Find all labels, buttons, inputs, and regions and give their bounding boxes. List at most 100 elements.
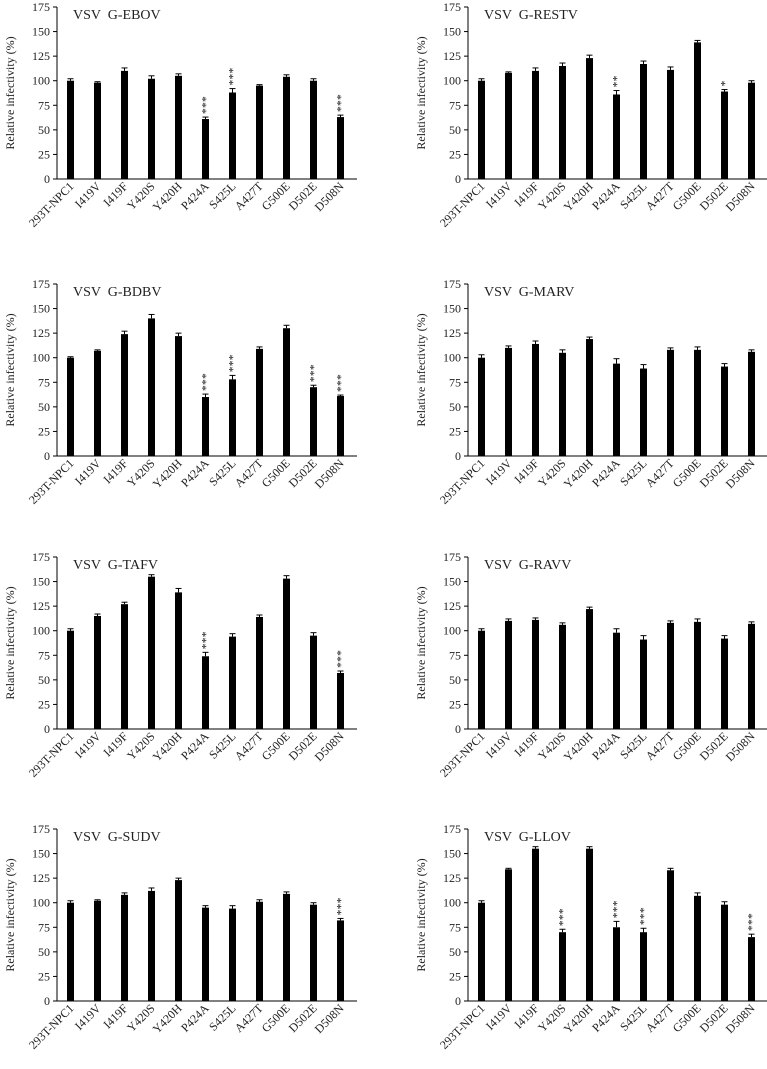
bar xyxy=(640,932,647,1001)
x-tick-label: Y420H xyxy=(561,179,596,214)
bar xyxy=(229,636,236,729)
x-tick-label: Y420H xyxy=(561,456,596,491)
bar xyxy=(694,349,701,456)
x-tick-label: 293T-NPC1 xyxy=(26,456,77,507)
y-axis-label: Relative infectivity (%) xyxy=(3,586,17,699)
x-tick-label: I419V xyxy=(483,729,515,761)
bar xyxy=(67,80,74,179)
x-tick-label: P424A xyxy=(589,179,623,213)
bar xyxy=(748,351,755,456)
x-tick-label: D508N xyxy=(312,729,347,764)
significance-label: *** xyxy=(199,96,213,114)
x-tick-label: G500E xyxy=(670,1001,704,1035)
bar xyxy=(67,630,74,729)
y-tick-label: 75 xyxy=(449,375,461,389)
y-tick-label: 175 xyxy=(443,822,461,836)
bar xyxy=(478,630,485,729)
y-axis-label: Relative infectivity (%) xyxy=(414,313,428,426)
x-tick-label: 293T-NPC1 xyxy=(26,179,77,230)
x-tick-label: 293T-NPC1 xyxy=(437,1001,488,1052)
bar xyxy=(559,65,566,179)
y-tick-label: 150 xyxy=(443,25,461,39)
x-tick-label: S425L xyxy=(617,456,650,489)
bar xyxy=(667,349,674,456)
bar xyxy=(667,622,674,729)
y-tick-label: 150 xyxy=(32,847,50,861)
x-tick-label: 293T-NPC1 xyxy=(437,456,488,507)
bar xyxy=(121,334,128,456)
y-tick-label: 175 xyxy=(32,822,50,836)
x-tick-label: G500E xyxy=(670,456,704,490)
x-tick-label: I419V xyxy=(483,179,515,211)
x-tick-label: P424A xyxy=(178,729,212,763)
bar xyxy=(256,901,263,1001)
y-tick-label: 75 xyxy=(38,648,50,662)
x-tick-label: G500E xyxy=(259,179,293,213)
x-tick-label: P424A xyxy=(178,1001,212,1035)
y-tick-label: 175 xyxy=(443,0,461,14)
y-tick-label: 175 xyxy=(32,550,50,564)
y-axis-label: Relative infectivity (%) xyxy=(3,36,17,149)
bar xyxy=(148,318,155,456)
x-tick-label: G500E xyxy=(259,729,293,763)
x-tick-label: I419V xyxy=(72,179,104,211)
bar xyxy=(478,80,485,179)
bar xyxy=(532,848,539,1001)
bar xyxy=(505,620,512,729)
significance-label: *** xyxy=(226,68,240,86)
x-tick-label: 293T-NPC1 xyxy=(26,1001,77,1052)
bar xyxy=(229,379,236,456)
bar xyxy=(310,635,317,729)
x-tick-label: A427T xyxy=(643,1001,677,1035)
y-axis-label: Relative infectivity (%) xyxy=(3,313,17,426)
x-tick-label: I419V xyxy=(483,456,515,488)
x-tick-label: A427T xyxy=(643,456,677,490)
bar xyxy=(613,94,620,179)
bar xyxy=(613,927,620,1001)
x-tick-label: D508N xyxy=(723,729,758,764)
bar xyxy=(256,616,263,729)
y-tick-label: 150 xyxy=(443,302,461,316)
y-tick-label: 25 xyxy=(449,147,461,161)
bar xyxy=(337,672,344,729)
bar xyxy=(721,91,728,179)
y-tick-label: 100 xyxy=(443,351,461,365)
bar xyxy=(721,366,728,456)
bar xyxy=(310,904,317,1001)
x-tick-label: Y420H xyxy=(150,1001,185,1036)
y-tick-label: 0 xyxy=(44,994,50,1008)
bar xyxy=(532,619,539,729)
bar xyxy=(721,638,728,729)
bar xyxy=(256,348,263,456)
y-tick-label: 75 xyxy=(449,920,461,934)
bar xyxy=(505,869,512,1001)
y-tick-label: 100 xyxy=(443,896,461,910)
bar xyxy=(94,82,101,179)
y-tick-label: 175 xyxy=(32,277,50,291)
x-tick-label: Y420H xyxy=(150,456,185,491)
y-tick-label: 125 xyxy=(443,49,461,63)
y-tick-label: 0 xyxy=(44,449,50,463)
y-tick-label: 50 xyxy=(449,945,461,959)
x-tick-label: Y420H xyxy=(150,729,185,764)
y-tick-label: 50 xyxy=(38,945,50,959)
y-tick-label: 150 xyxy=(32,25,50,39)
significance-label: *** xyxy=(334,374,348,392)
x-tick-label: A427T xyxy=(643,179,677,213)
x-tick-label: A427T xyxy=(232,456,266,490)
y-tick-label: 25 xyxy=(38,424,50,438)
y-tick-label: 25 xyxy=(449,697,461,711)
x-tick-label: P424A xyxy=(589,456,623,490)
x-tick-label: S425L xyxy=(617,1001,650,1034)
y-tick-label: 125 xyxy=(443,871,461,885)
x-tick-label: S425L xyxy=(206,1001,239,1034)
y-tick-label: 75 xyxy=(449,648,461,662)
x-tick-label: S425L xyxy=(206,729,239,762)
y-axis-label: Relative infectivity (%) xyxy=(414,586,428,699)
bar xyxy=(586,609,593,729)
y-tick-label: 25 xyxy=(38,147,50,161)
bar xyxy=(202,119,209,179)
y-tick-label: 25 xyxy=(38,697,50,711)
bar xyxy=(721,904,728,1001)
